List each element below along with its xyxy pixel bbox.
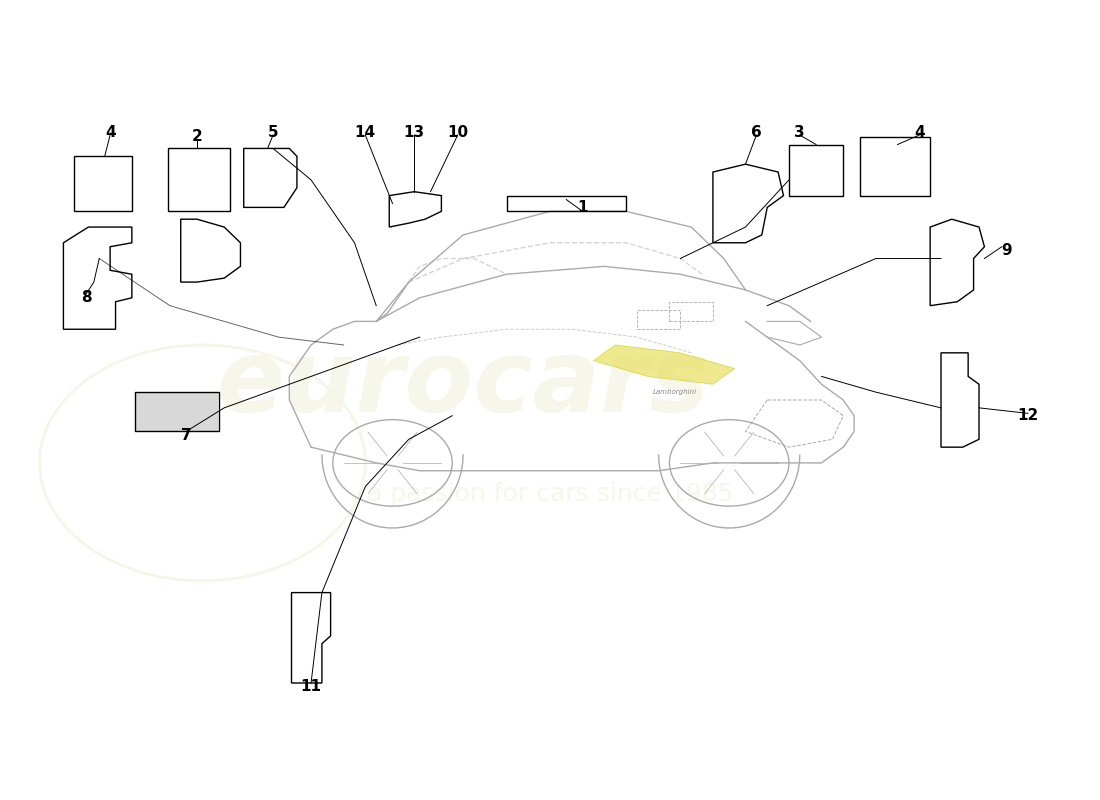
Text: 7: 7 [180,428,191,443]
Text: 4: 4 [914,126,925,140]
Text: 8: 8 [81,290,91,306]
Text: 6: 6 [751,126,761,140]
Text: 3: 3 [794,126,805,140]
Text: 5: 5 [267,126,278,140]
Text: 11: 11 [300,679,321,694]
Polygon shape [593,345,735,384]
Text: 13: 13 [404,126,425,140]
Text: a passion for cars since 1985: a passion for cars since 1985 [366,482,734,506]
Text: 10: 10 [447,126,469,140]
Text: 14: 14 [355,126,376,140]
Text: 9: 9 [1001,243,1012,258]
Polygon shape [136,393,218,430]
Text: Lamborghini: Lamborghini [652,389,697,395]
Text: 1: 1 [578,200,587,215]
Text: 4: 4 [104,126,116,140]
Text: 12: 12 [1018,408,1038,423]
Text: 2: 2 [191,129,202,144]
Text: eurocars: eurocars [217,336,710,433]
